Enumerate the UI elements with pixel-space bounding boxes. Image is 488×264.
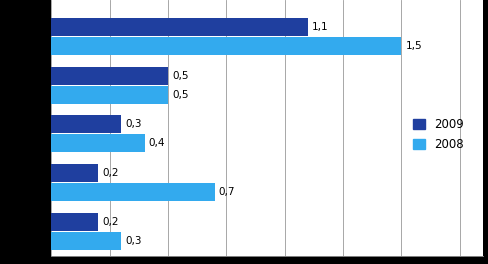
Bar: [51, 134, 144, 153]
Text: 0,2: 0,2: [102, 217, 119, 227]
Bar: [51, 37, 402, 55]
Bar: [51, 115, 122, 134]
Text: 0,5: 0,5: [172, 89, 189, 100]
Bar: [51, 213, 98, 231]
Text: 0,4: 0,4: [149, 138, 165, 148]
Text: 0,3: 0,3: [125, 120, 142, 129]
Bar: [51, 232, 122, 250]
Bar: [51, 67, 168, 85]
Text: 1,1: 1,1: [312, 22, 329, 32]
Text: 0,7: 0,7: [219, 187, 235, 197]
Bar: [51, 164, 98, 182]
Text: 0,5: 0,5: [172, 71, 189, 81]
Bar: [51, 86, 168, 103]
Legend: 2009, 2008: 2009, 2008: [408, 114, 468, 156]
Bar: [51, 18, 308, 36]
Text: 0,3: 0,3: [125, 236, 142, 246]
Text: 0,2: 0,2: [102, 168, 119, 178]
Bar: [51, 183, 215, 201]
Text: 1,5: 1,5: [406, 41, 422, 51]
